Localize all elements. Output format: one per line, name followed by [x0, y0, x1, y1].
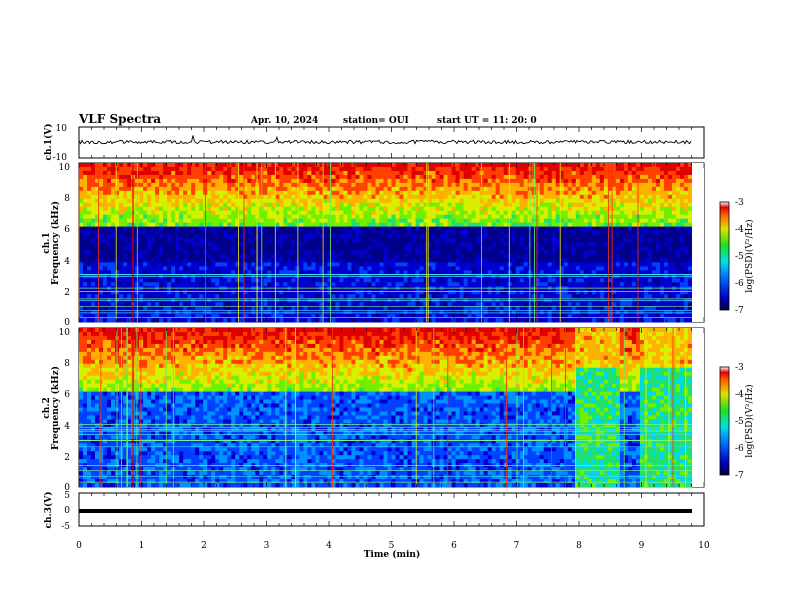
ch1-colorbar-label: log(PSD)(V²/Hz)	[744, 219, 755, 292]
time-tick-3: 3	[264, 541, 270, 551]
ch1-cb-tick-3: -3	[735, 198, 744, 208]
ch2-freq-tick-6: 6	[64, 390, 70, 400]
station-label: station= OUI	[343, 116, 409, 126]
figure-title: VLF Spectra	[78, 112, 161, 126]
ch1-freq-tick-0: 0	[64, 318, 70, 328]
time-tick-8: 8	[576, 541, 582, 551]
ch1-cb-tick-7: -7	[735, 306, 744, 316]
ch1-colorbar: -3 -4 -5 -6 -7 log(PSD)(V²/Hz)	[719, 198, 755, 316]
time-tick-6: 6	[451, 541, 457, 551]
time-tick-4: 4	[326, 541, 332, 551]
ch2-freq-tick-8: 8	[64, 359, 70, 369]
ch2-freq-tick-0: 0	[64, 483, 70, 493]
ch1-waveform-ylabel: ch.1(V)	[43, 124, 54, 161]
ch2-colorbar-gradient	[719, 366, 730, 476]
time-tick-10: 10	[698, 541, 710, 551]
ch2-spectrogram-panel: 10 8 6 4 2 0 ch.2 Frequency (kHz)	[42, 327, 705, 493]
ch1-spectrogram-image	[78, 163, 704, 323]
time-tick-9: 9	[639, 541, 645, 551]
ch1-colorbar-gradient	[719, 201, 730, 311]
ch1-ytick-bottom: -10	[53, 153, 68, 163]
ch2-spectrogram-ylabel: ch.2	[42, 397, 52, 418]
ch1-freq-tick-8: 8	[64, 194, 70, 204]
ch1-waveform-panel: 10 -10 ch.1(V)	[43, 124, 705, 163]
time-tick-5: 5	[389, 541, 395, 551]
ch1-waveform-frame	[78, 126, 705, 159]
time-axis-labels: 0 1 2 3 4 5 6 7 8 9 10	[76, 541, 710, 551]
time-tick-7: 7	[514, 541, 520, 551]
time-tick-0: 0	[76, 541, 82, 551]
time-axis-ticks	[78, 127, 705, 526]
date-label: Apr. 10, 2024	[250, 116, 318, 126]
ch2-cb-tick-5: -5	[735, 417, 744, 427]
ch2-freq-tick-4: 4	[64, 422, 70, 432]
ch1-freq-tick-10: 10	[59, 163, 71, 173]
ch1-spectrogram-ylabel-freq: Frequency (kHz)	[50, 201, 61, 285]
ch2-colorbar: -3 -4 -5 -6 -7 log(PSD)(V²/Hz)	[719, 363, 755, 481]
start-time-label: start UT = 11: 20: 0	[437, 116, 537, 126]
ch2-cb-tick-7: -7	[735, 471, 744, 481]
time-axis-label: Time (min)	[364, 549, 421, 560]
ch2-cb-tick-4: -4	[735, 390, 744, 400]
ch2-spectrogram-image	[79, 328, 704, 488]
ch2-cb-tick-3: -3	[735, 363, 744, 373]
time-tick-2: 2	[201, 541, 207, 551]
ch1-freq-tick-4: 4	[64, 257, 70, 267]
ch1-cb-tick-6: -6	[735, 279, 744, 289]
ch1-cb-tick-4: -4	[735, 225, 744, 235]
ch2-cb-tick-6: -6	[735, 444, 744, 454]
ch3-ytick-0: 0	[64, 506, 70, 516]
ch3-ytick-neg5: -5	[61, 522, 70, 532]
ch3-waveform-ylabel: ch.3(V)	[43, 492, 54, 529]
ch1-spectrogram-ylabel: ch.1	[42, 232, 52, 253]
ch2-freq-tick-2: 2	[64, 453, 70, 463]
ch1-freq-tick-2: 2	[64, 288, 70, 298]
ch3-ytick-5: 5	[64, 491, 70, 501]
ch1-waveform-trace	[78, 135, 692, 145]
ch1-freq-tick-6: 6	[64, 225, 70, 235]
time-tick-1: 1	[139, 541, 145, 551]
ch2-freq-tick-10: 10	[59, 328, 71, 338]
ch1-spectrogram-panel: 10 8 6 4 2 0 ch.1 Frequency (kHz)	[42, 162, 705, 328]
ch1-cb-tick-5: -5	[735, 252, 744, 262]
ch2-colorbar-label: log(PSD)(V²/Hz)	[744, 384, 755, 457]
ch3-waveform-panel: 5 0 -5 ch.3(V)	[43, 491, 705, 532]
ch2-spectrogram-ylabel-freq: Frequency (kHz)	[50, 366, 61, 450]
ch1-ytick-top: 10	[56, 124, 68, 134]
